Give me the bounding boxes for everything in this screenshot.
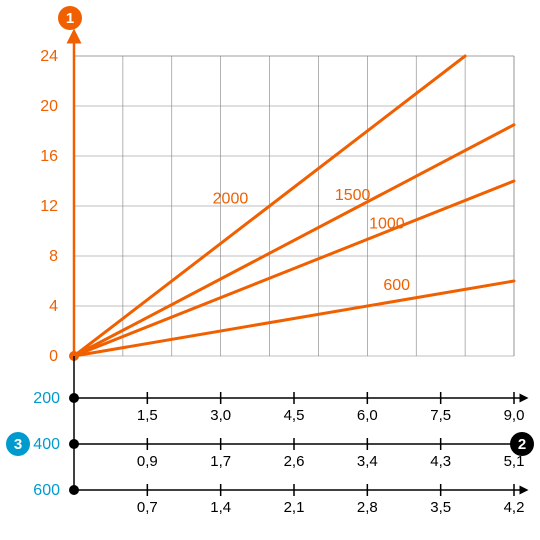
x-tick-label: 3,0	[210, 407, 231, 424]
x-tick-label: 4,5	[284, 407, 305, 424]
x-tick-label: 4,3	[430, 453, 451, 470]
y-tick-label: 4	[49, 298, 58, 315]
y-tick-label: 24	[40, 48, 58, 65]
series-line	[74, 281, 514, 356]
xaxis-left-label: 200	[33, 390, 60, 407]
series-label: 1500	[335, 187, 371, 204]
x-tick-label: 0,7	[137, 499, 158, 516]
x-tick-label: 6,0	[357, 407, 378, 424]
x-tick-label: 1,4	[210, 499, 231, 516]
y-tick-label: 12	[40, 198, 58, 215]
y-tick-label: 16	[40, 148, 58, 165]
x-tick-label: 2,6	[284, 453, 305, 470]
series-label: 2000	[213, 191, 249, 208]
badge-label: 1	[66, 10, 74, 27]
y-tick-label: 0	[49, 348, 58, 365]
x-tick-label: 1,5	[137, 407, 158, 424]
x-tick-label: 0,9	[137, 453, 158, 470]
x-tick-label: 1,7	[210, 453, 231, 470]
chart-svg: 200015001000600048121620242001,53,04,56,…	[0, 0, 540, 540]
xaxis-left-label: 400	[33, 436, 60, 453]
x-tick-label: 3,4	[357, 453, 378, 470]
series-line	[74, 125, 514, 356]
x-tick-label: 4,2	[504, 499, 525, 516]
x-tick-label: 9,0	[504, 407, 525, 424]
xaxis-left-label: 600	[33, 482, 60, 499]
y-tick-label: 20	[40, 98, 58, 115]
x-tick-label: 2,8	[357, 499, 378, 516]
x-tick-label: 7,5	[430, 407, 451, 424]
series-label: 600	[383, 277, 410, 294]
badge-label: 3	[14, 436, 22, 453]
x-tick-label: 3,5	[430, 499, 451, 516]
y-tick-label: 8	[49, 248, 58, 265]
badge-label: 2	[518, 436, 526, 453]
x-tick-label: 2,1	[284, 499, 305, 516]
series-line	[74, 181, 514, 356]
series-label: 1000	[369, 216, 405, 233]
